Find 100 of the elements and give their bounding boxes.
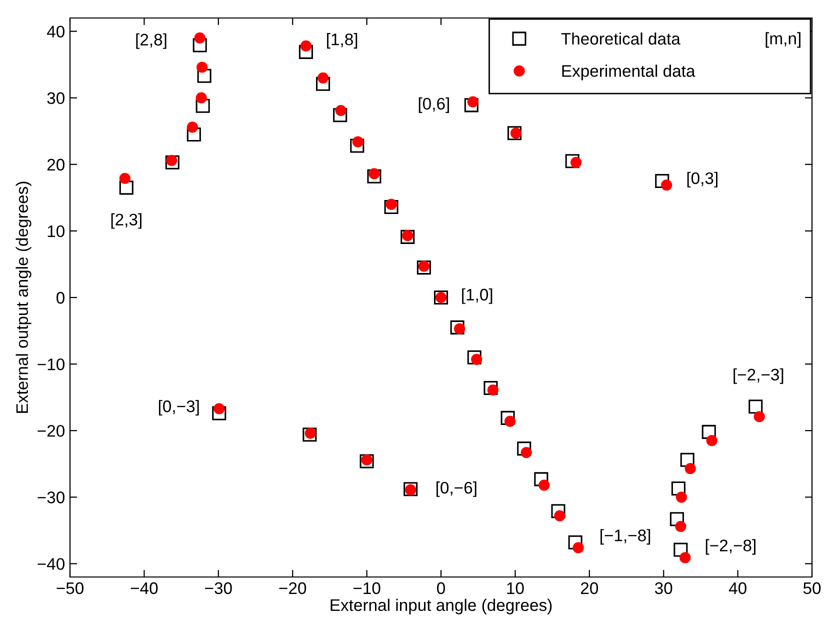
point bbox=[196, 92, 207, 104]
point bbox=[119, 172, 130, 184]
point bbox=[416, 260, 431, 275]
annotation: [−2,−3] bbox=[734, 368, 784, 384]
point bbox=[538, 480, 550, 491]
point bbox=[298, 44, 313, 59]
annotation: [0,6] bbox=[418, 97, 449, 113]
x-tick-label: 20 bbox=[580, 582, 598, 594]
point bbox=[748, 400, 763, 414]
y-tick-label: 10 bbox=[48, 225, 64, 238]
legend-title: [m,n] bbox=[766, 32, 800, 48]
x-tick-label: −10 bbox=[353, 582, 380, 594]
point bbox=[570, 156, 582, 168]
legend-label: Theoretical data bbox=[561, 32, 680, 45]
x-tick-label: 0 bbox=[437, 582, 445, 594]
point bbox=[680, 552, 691, 564]
y-tick-label: −40 bbox=[38, 558, 64, 570]
annotation: [1,8] bbox=[327, 33, 358, 49]
point bbox=[467, 350, 482, 364]
point bbox=[186, 127, 201, 142]
point bbox=[212, 406, 226, 420]
annotation: [0,−6] bbox=[436, 481, 476, 497]
x-tick-label: −50 bbox=[56, 582, 84, 594]
point bbox=[471, 354, 482, 365]
point bbox=[680, 452, 694, 467]
point bbox=[702, 424, 716, 439]
point bbox=[402, 230, 414, 242]
point bbox=[350, 138, 364, 153]
point bbox=[674, 542, 688, 557]
annotation: [0,−3] bbox=[158, 400, 199, 416]
x-axis-title: External input angle (degrees) bbox=[330, 598, 552, 614]
point bbox=[684, 462, 696, 474]
point bbox=[317, 72, 329, 84]
point bbox=[675, 520, 686, 532]
point bbox=[565, 154, 580, 168]
point bbox=[754, 411, 765, 422]
point bbox=[197, 68, 212, 83]
x-tick-label: −40 bbox=[130, 582, 158, 594]
y-tick-label: 30 bbox=[47, 92, 64, 104]
legend-label: Experimental data bbox=[562, 64, 696, 80]
y-tick-label: 0 bbox=[56, 292, 64, 304]
point bbox=[504, 416, 516, 427]
point bbox=[551, 504, 566, 518]
point bbox=[464, 98, 478, 112]
point bbox=[316, 76, 330, 91]
annotation: [−1,−8] bbox=[600, 529, 650, 545]
point bbox=[302, 428, 317, 442]
point bbox=[186, 122, 198, 133]
point bbox=[572, 542, 584, 554]
y-tick-label: 20 bbox=[47, 158, 64, 171]
point bbox=[194, 32, 206, 44]
x-tick-label: 40 bbox=[728, 582, 746, 594]
point bbox=[517, 442, 532, 456]
x-tick-label: 30 bbox=[654, 582, 672, 594]
x-tick-label: 10 bbox=[507, 582, 524, 594]
point bbox=[368, 168, 380, 180]
x-tick-label: −30 bbox=[205, 582, 232, 594]
point bbox=[166, 154, 178, 166]
point bbox=[386, 198, 397, 210]
point bbox=[304, 428, 316, 439]
annotation: [0,3] bbox=[687, 172, 718, 188]
point bbox=[196, 62, 208, 73]
annotation: [2,8] bbox=[136, 33, 166, 49]
y-tick-label: −20 bbox=[38, 424, 64, 437]
point bbox=[192, 38, 207, 52]
annotation: [1,0] bbox=[462, 288, 492, 304]
point bbox=[467, 96, 478, 108]
point bbox=[335, 104, 346, 116]
y-tick-label: 40 bbox=[46, 26, 64, 38]
x-tick-label: 50 bbox=[803, 582, 821, 594]
point bbox=[214, 403, 225, 414]
point bbox=[119, 180, 134, 195]
point bbox=[661, 179, 672, 191]
point bbox=[450, 320, 464, 334]
point bbox=[534, 472, 548, 486]
y-tick-label: −30 bbox=[38, 492, 64, 504]
point bbox=[671, 481, 686, 496]
point bbox=[706, 435, 718, 446]
point bbox=[165, 155, 180, 170]
point bbox=[487, 384, 498, 396]
point bbox=[196, 98, 210, 113]
x-tick-label: −20 bbox=[279, 582, 306, 594]
point bbox=[510, 128, 522, 139]
y-axis-title: External output angle (degrees) bbox=[16, 182, 32, 413]
point bbox=[568, 535, 582, 550]
annotation: [−2,−8] bbox=[706, 539, 756, 555]
point bbox=[333, 108, 348, 122]
point bbox=[418, 260, 430, 272]
point bbox=[300, 40, 312, 52]
point bbox=[520, 447, 532, 458]
annotation: [2,3] bbox=[111, 213, 142, 229]
point bbox=[507, 126, 522, 140]
point bbox=[367, 169, 382, 184]
y-tick-label: −10 bbox=[38, 358, 64, 370]
point bbox=[454, 323, 466, 334]
point bbox=[670, 512, 684, 526]
point bbox=[400, 230, 415, 244]
point bbox=[484, 380, 498, 396]
point bbox=[554, 510, 566, 522]
point bbox=[352, 136, 364, 148]
